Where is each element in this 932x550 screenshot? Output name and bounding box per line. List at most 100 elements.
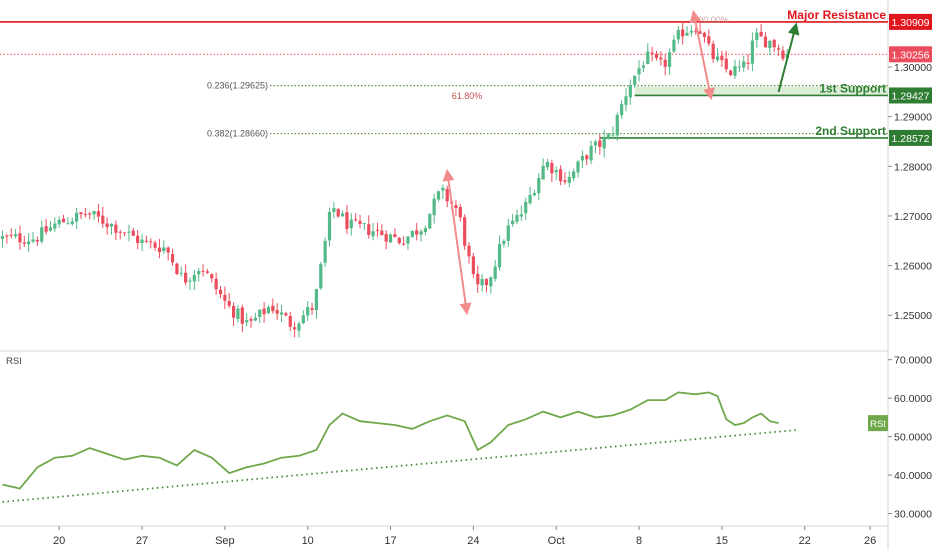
candle-body xyxy=(27,241,31,245)
candle-body xyxy=(340,213,345,217)
candle-body xyxy=(170,254,175,263)
second-support-label: 2nd Support xyxy=(815,124,886,138)
second-support-badge xyxy=(889,129,932,146)
candle-body xyxy=(362,223,366,225)
candle-body xyxy=(105,223,109,228)
candle-body xyxy=(436,191,441,200)
candle-body xyxy=(589,145,593,161)
candle-body xyxy=(689,30,693,33)
candle-body xyxy=(327,211,332,241)
candle-body xyxy=(75,212,79,222)
candle-body xyxy=(733,66,737,76)
candle-body xyxy=(707,36,711,44)
candle-body xyxy=(101,215,105,224)
candle-body xyxy=(349,219,353,229)
candle-body xyxy=(410,230,414,237)
candle-body xyxy=(532,193,537,196)
candle-body xyxy=(729,70,733,75)
swing-arrow-down-1 xyxy=(442,168,472,316)
price-tick-label: 1.28000 xyxy=(894,161,932,173)
fib-marker-label: 61.80% xyxy=(452,91,483,101)
candle-body xyxy=(140,239,144,243)
candle-body xyxy=(519,214,523,217)
candle-body xyxy=(79,212,83,215)
candle-body xyxy=(480,279,484,286)
candle-body xyxy=(61,218,66,223)
candle-body xyxy=(262,308,266,315)
candle-body xyxy=(585,155,589,160)
candle-body xyxy=(297,323,301,331)
candle-body xyxy=(153,242,157,248)
price-tick-label: 1.29000 xyxy=(894,112,932,124)
candle-body xyxy=(332,208,336,212)
candle-body xyxy=(537,178,541,194)
first-support-badge xyxy=(889,87,932,104)
candle-body xyxy=(166,247,170,253)
time-tick-label: 26 xyxy=(864,535,876,547)
candle-body xyxy=(253,317,257,321)
candle-body xyxy=(515,215,519,222)
candle-body xyxy=(663,59,667,67)
first-support-zone xyxy=(634,86,888,96)
candle-body xyxy=(0,236,5,239)
candle-body xyxy=(715,56,720,61)
rsi-tick-label: 70.0000 xyxy=(894,355,932,367)
candle-body xyxy=(445,188,449,202)
candle-body xyxy=(476,273,480,285)
candle-body xyxy=(358,220,362,224)
candle-body xyxy=(88,213,92,215)
candle-body xyxy=(750,40,755,64)
candle-body xyxy=(66,223,70,225)
rsi-tick-label: 50.0000 xyxy=(894,432,932,444)
candle-body xyxy=(275,310,279,314)
candle-body xyxy=(406,236,410,244)
candle-body xyxy=(572,171,576,179)
price-tick-label: 1.26000 xyxy=(894,261,932,273)
candle-body xyxy=(18,233,22,243)
candle-body xyxy=(201,270,205,272)
candle-body xyxy=(576,161,580,173)
candle-body xyxy=(484,279,489,286)
candle-body xyxy=(641,65,646,68)
candle-body xyxy=(131,230,135,236)
candle-body xyxy=(493,266,497,279)
candle-body xyxy=(423,228,428,233)
candle-body xyxy=(48,227,53,231)
candle-body xyxy=(96,211,101,217)
candle-body xyxy=(567,176,571,183)
candle-body xyxy=(454,205,458,209)
candle-body xyxy=(310,308,314,310)
candle-body xyxy=(245,320,249,323)
candle-body xyxy=(402,243,406,245)
candle-body xyxy=(742,61,746,68)
candle-body xyxy=(236,308,240,320)
rsi-badge xyxy=(868,415,888,432)
candle-body xyxy=(266,306,271,314)
candle-body xyxy=(371,231,375,237)
candle-body xyxy=(489,277,493,287)
candle-body xyxy=(672,39,676,52)
candle-body xyxy=(624,96,628,105)
candle-body xyxy=(646,51,650,64)
candle-body xyxy=(127,231,131,233)
candle-body xyxy=(231,305,236,318)
candle-body xyxy=(375,229,380,231)
candle-body xyxy=(40,227,44,242)
candle-body xyxy=(563,180,567,182)
candle-body xyxy=(432,198,436,216)
candle-body xyxy=(205,271,210,273)
candle-body xyxy=(428,213,432,229)
candle-body xyxy=(598,140,602,147)
current-price-badge-text: 1.30256 xyxy=(892,49,930,61)
candle-body xyxy=(755,32,759,40)
candle-body xyxy=(545,161,550,168)
candle-body xyxy=(659,57,663,60)
candle-body xyxy=(122,232,127,234)
candle-body xyxy=(345,212,349,229)
time-tick-label: Oct xyxy=(548,535,565,547)
candle-body xyxy=(768,40,772,49)
candle-body xyxy=(223,294,227,301)
candle-body xyxy=(602,137,606,149)
fib-level-label: 0.382(1.28660) xyxy=(207,129,268,139)
time-tick-label: 24 xyxy=(467,535,479,547)
